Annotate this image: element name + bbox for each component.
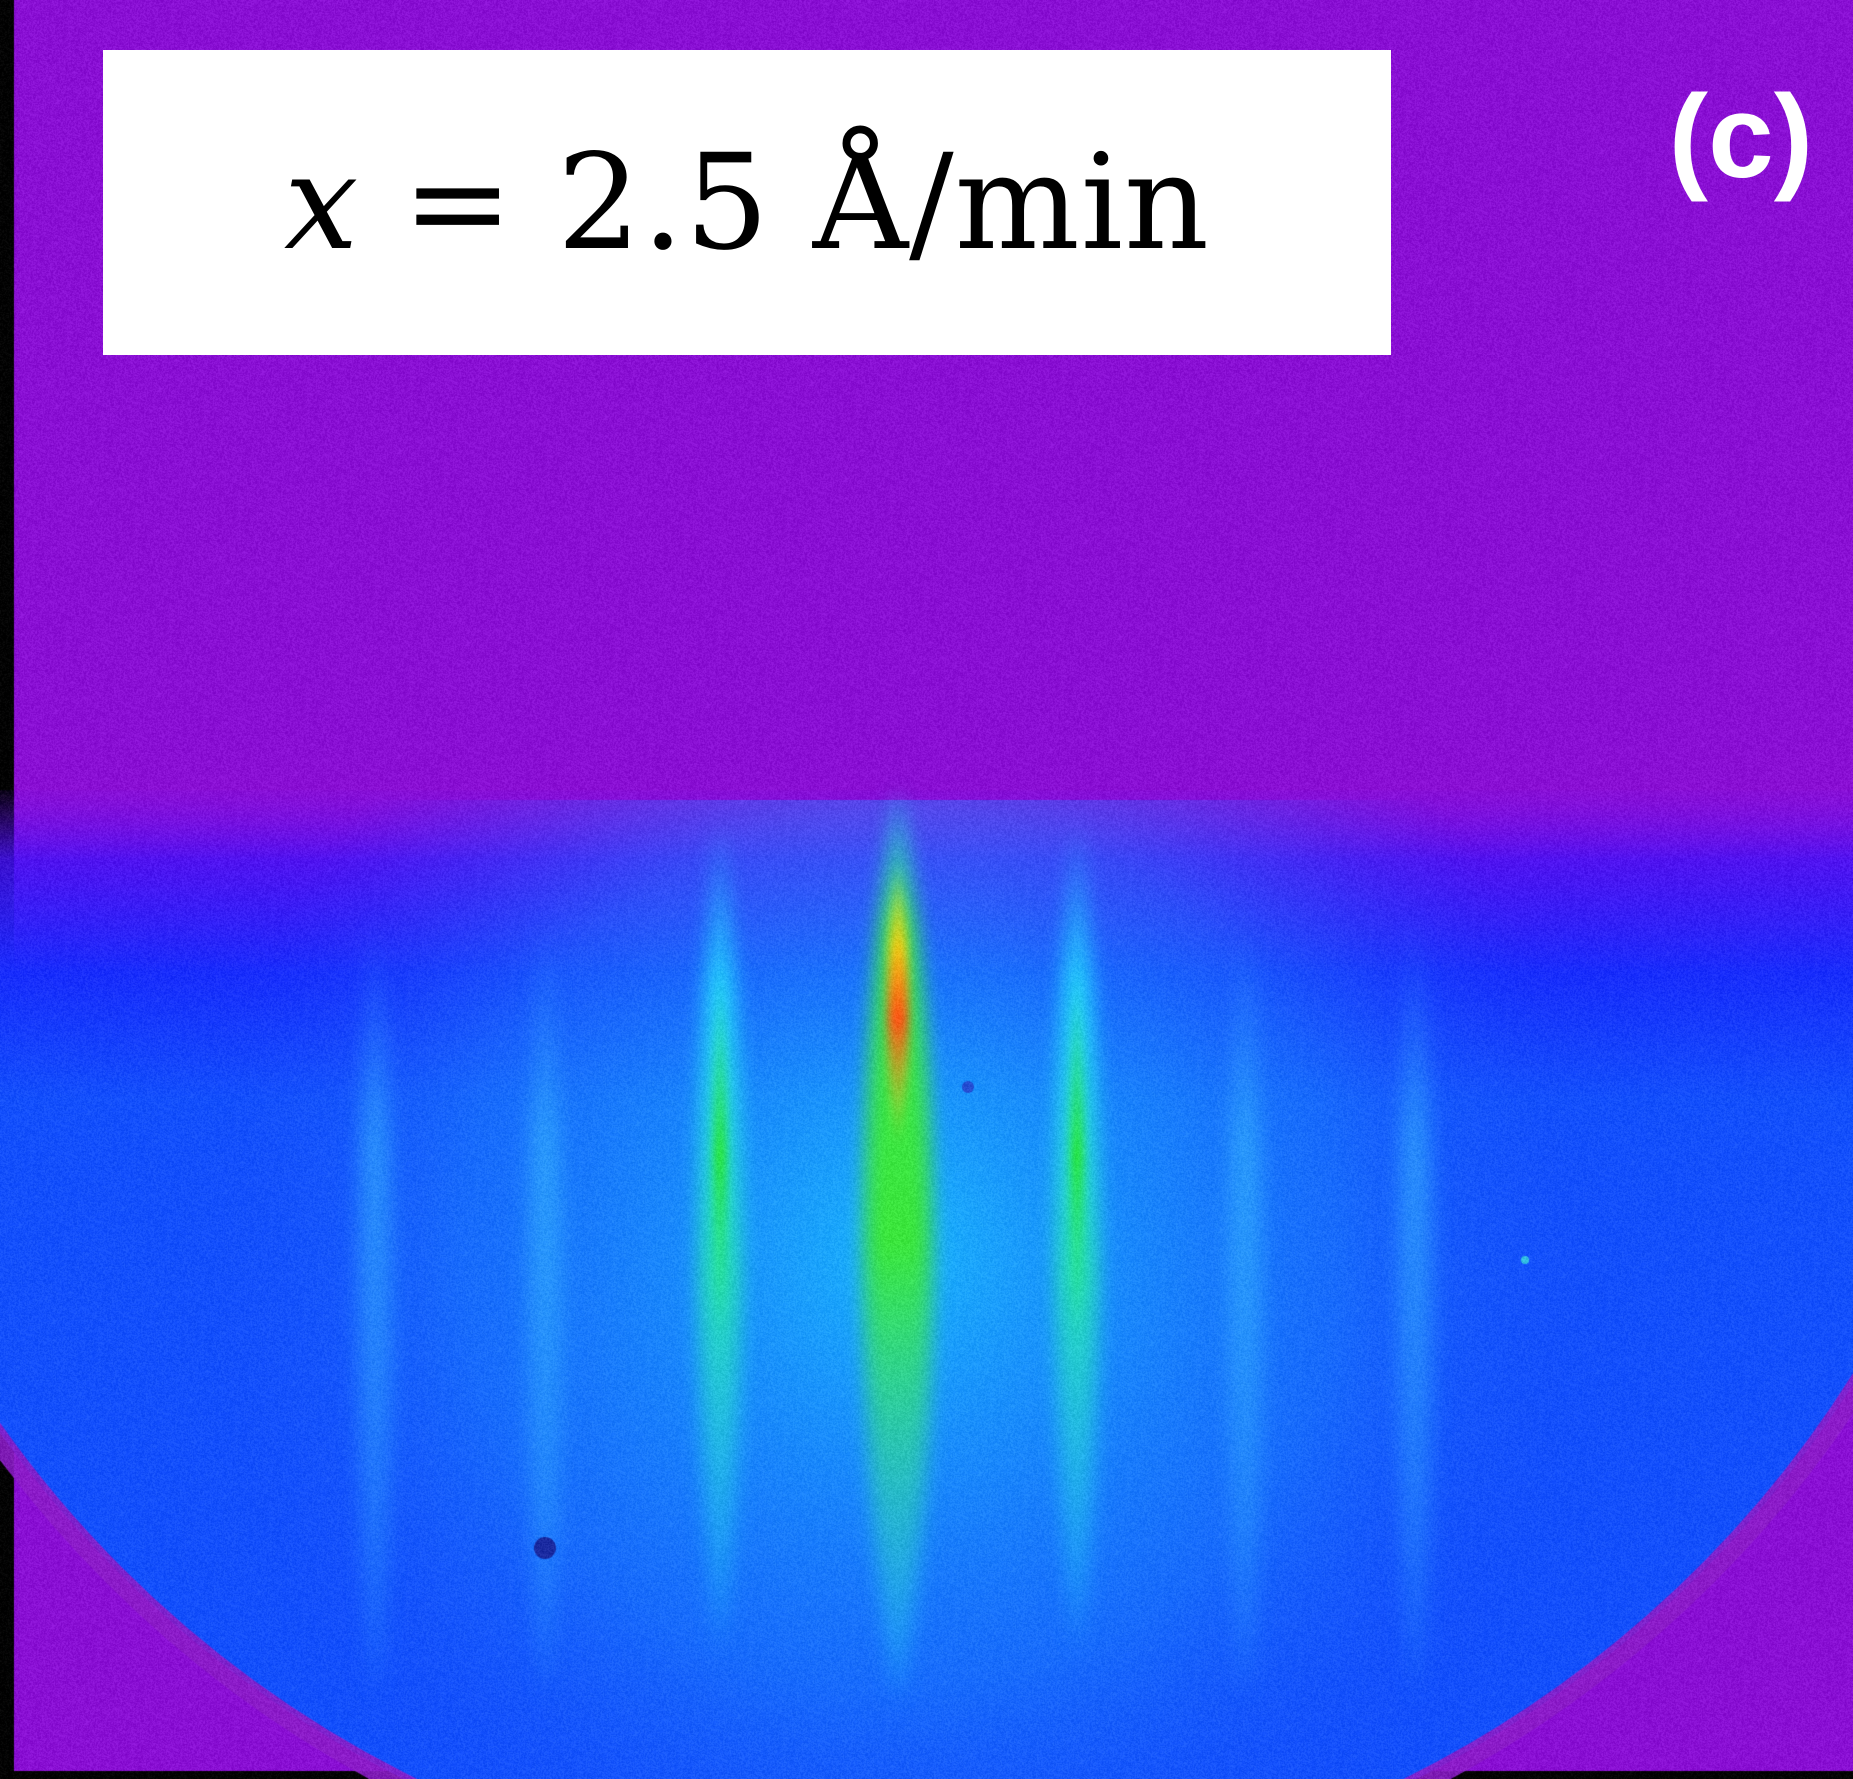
growth-rate-label: x = 2.5 Å/min — [284, 126, 1210, 280]
panel-letter: (c) — [1668, 71, 1813, 203]
rate-variable: x — [283, 125, 360, 280]
growth-rate-label-box: x = 2.5 Å/min — [103, 50, 1391, 355]
rate-value: 2.5 Å/min — [556, 125, 1211, 280]
rate-equals: = — [359, 125, 557, 280]
